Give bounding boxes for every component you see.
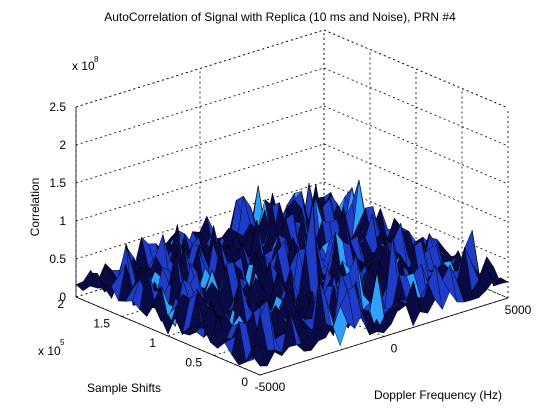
x-tick-label: 5000 [505, 303, 532, 317]
grid-z-side [323, 67, 509, 147]
grid-x-floor [75, 296, 261, 376]
y-axis-label: Sample Shifts [87, 381, 161, 395]
grid-y-floor [259, 297, 509, 376]
y-tick-label: 0 [241, 375, 248, 389]
surface-face [493, 277, 509, 287]
y-exponent-value: 5 [60, 338, 65, 347]
grid-z-side [323, 143, 509, 223]
z-exponent-value: 8 [94, 55, 99, 64]
y-axis-ticks: 0 0.5 1 1.5 2 [57, 297, 248, 389]
surface-plot [75, 179, 509, 367]
chart-title: AutoCorrelation of Signal with Replica (… [104, 10, 456, 24]
z-exponent-label: x 10 [72, 59, 95, 73]
grid-z-back [75, 181, 325, 260]
z-tick-label: 2.5 [49, 100, 66, 114]
y-tick-label: 1.5 [93, 317, 110, 331]
y-tick-label: 0.5 [185, 356, 202, 370]
y-tick-label: 2 [57, 297, 64, 311]
y-exponent-label: x 10 [38, 344, 61, 358]
z-tick-label: 1 [59, 214, 66, 228]
x-axis-ticks: -5000 0 5000 [255, 303, 532, 394]
grid-z-back [75, 143, 325, 222]
z-tick-label: 2 [59, 138, 66, 152]
grid-z-back [75, 105, 325, 184]
grid-z-side [323, 181, 509, 261]
z-tick-label: 1.5 [49, 176, 66, 190]
grid-top-side [323, 29, 509, 109]
grid-top-back [75, 29, 325, 108]
y-tick-label: 1 [149, 336, 156, 350]
z-tick-label: 0.5 [49, 252, 66, 266]
x-tick-label: -5000 [255, 380, 286, 394]
grid-z-side [323, 105, 509, 185]
z-axis-ticks: 0 0.5 1 1.5 2 2.5 [49, 100, 66, 304]
grid-z-back [75, 67, 325, 146]
z-axis-label: Correlation [28, 178, 42, 237]
x-axis-label: Doppler Frequency (Hz) [374, 388, 502, 402]
z-tick-label: 0 [59, 290, 66, 304]
x-tick-label: 0 [391, 342, 398, 356]
